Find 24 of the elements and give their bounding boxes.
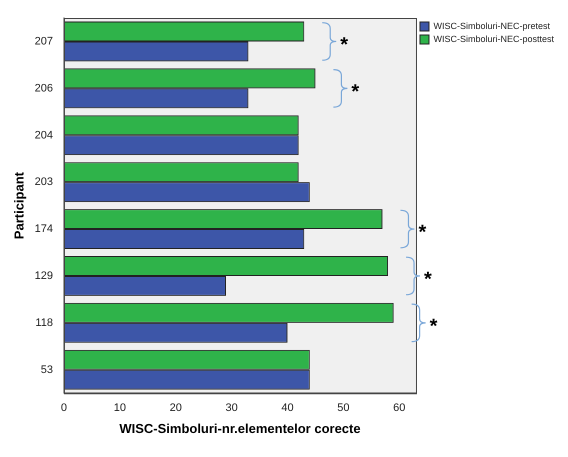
annotation: * bbox=[424, 268, 432, 290]
annotation: * bbox=[351, 80, 360, 103]
x-tick-label: 20 bbox=[170, 402, 182, 414]
y-axis-title: Participant bbox=[11, 171, 26, 240]
x-tick-label: 10 bbox=[114, 402, 126, 414]
y-tick-label: 204 bbox=[34, 129, 53, 142]
y-tick-label: 129 bbox=[34, 270, 53, 282]
x-tick-label: 60 bbox=[393, 402, 406, 414]
y-tick-label: 207 bbox=[34, 35, 53, 48]
x-tick-label: 30 bbox=[225, 402, 238, 414]
y-tick-label: 174 bbox=[34, 223, 53, 236]
legend-label: WISC-Simboluri-NEC-posttest bbox=[433, 34, 554, 44]
y-tick-label: 53 bbox=[40, 364, 53, 376]
x-axis-title: WISC-Simboluri-nr.elementelor corecte bbox=[119, 420, 361, 436]
y-tick-label: 118 bbox=[35, 316, 53, 329]
legend-label: WISC-Simboluri-NEC-pretest bbox=[433, 20, 550, 31]
annotation: * bbox=[418, 222, 426, 244]
y-tick-label: 206 bbox=[34, 82, 53, 94]
x-tick-label: 50 bbox=[337, 402, 350, 414]
y-tick-label: 203 bbox=[34, 176, 53, 188]
x-tick-label: 40 bbox=[281, 402, 294, 414]
annotation: * bbox=[430, 315, 438, 338]
x-tick-label: 0 bbox=[60, 402, 68, 414]
annotation: * bbox=[340, 34, 348, 56]
